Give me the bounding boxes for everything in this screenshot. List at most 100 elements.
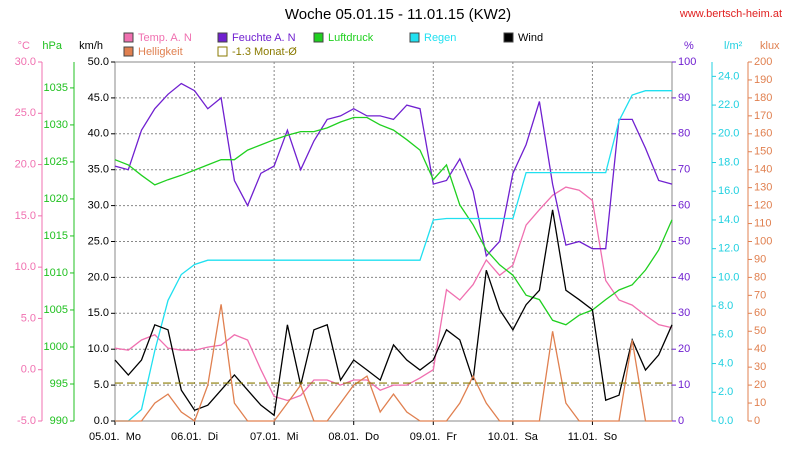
legend-swatch [217, 32, 228, 43]
y-tick-label: 4.0 [718, 357, 733, 369]
axis-unit: hPa [42, 40, 62, 52]
legend-label: -1.3 Monat-Ø [232, 46, 297, 58]
y-tick-label: 140 [754, 164, 772, 176]
x-tick-label: 07.01. Mi [250, 431, 298, 443]
x-tick-label: 06.01. Di [171, 431, 218, 443]
series-line [114, 209, 673, 417]
y-tick-label: 1035 [44, 82, 68, 94]
axis-unit: °C [18, 40, 30, 52]
y-tick-label: 0.0 [718, 415, 733, 427]
y-tick-label: 50 [754, 325, 766, 337]
legend-swatch [123, 46, 134, 57]
chart-title: Woche 05.01.15 - 11.01.15 (KW2) [285, 6, 511, 23]
y-tick-label: 20.0 [718, 128, 739, 140]
y-tick-label: 190 [754, 74, 772, 86]
y-tick-label: 1000 [44, 341, 68, 353]
y-tick-label: 8.0 [718, 300, 733, 312]
y-tick-label: 180 [754, 92, 772, 104]
axis-unit: klux [760, 40, 780, 52]
y-tick-label: 6.0 [718, 329, 733, 341]
legend-label: Helligkeit [138, 46, 183, 58]
y-tick-label: -5.0 [17, 415, 36, 427]
x-tick-label: 08.01. Do [328, 431, 379, 443]
y-tick-label: 1015 [44, 230, 68, 242]
series-line [115, 90, 672, 422]
y-tick-label: 120 [754, 200, 772, 212]
y-tick-label: 35.0 [88, 164, 109, 176]
y-tick-label: 10 [754, 397, 766, 409]
y-tick-label: 45.0 [88, 92, 109, 104]
x-tick-label: 09.01. Fr [410, 431, 457, 443]
legend-swatch [503, 32, 514, 43]
y-tick-label: 80 [678, 128, 690, 140]
y-tick-label: 50.0 [88, 56, 109, 68]
y-tick-label: 24.0 [718, 70, 739, 82]
legend-label: Wind [518, 32, 543, 44]
y-tick-label: 30 [754, 361, 766, 373]
y-tick-label: 110 [754, 217, 772, 229]
y-tick-label: 995 [50, 378, 68, 390]
y-tick-label: 1005 [44, 304, 68, 316]
y-tick-label: 0.0 [21, 364, 36, 376]
y-tick-label: 20 [678, 343, 690, 355]
y-tick-label: 30 [678, 307, 690, 319]
legend-swatch [217, 46, 228, 57]
legend-swatch [123, 32, 134, 43]
axis-unit: % [684, 40, 694, 52]
legend-label: Feuchte A. N [232, 32, 296, 44]
y-tick-label: 70 [678, 164, 690, 176]
series-line [114, 186, 673, 402]
y-tick-label: 20 [754, 379, 766, 391]
y-tick-label: 40 [754, 343, 766, 355]
y-tick-label: 50 [678, 235, 690, 247]
axis-unit: l/m² [724, 40, 743, 52]
y-tick-label: 70 [754, 289, 766, 301]
y-tick-label: 0.0 [94, 415, 109, 427]
y-tick-label: 20.0 [15, 158, 36, 170]
y-tick-label: 25.0 [15, 107, 36, 119]
y-tick-label: 2.0 [718, 386, 733, 398]
y-tick-label: 0 [678, 415, 684, 427]
y-tick-label: 10.0 [88, 343, 109, 355]
legend-swatch [409, 32, 420, 43]
y-tick-label: 40 [678, 271, 690, 283]
x-tick-label: 10.01. Sa [488, 431, 539, 443]
y-tick-label: 60 [678, 200, 690, 212]
x-tick-label: 05.01. Mo [89, 431, 141, 443]
y-tick-label: 90 [678, 92, 690, 104]
series-line [114, 116, 673, 326]
y-tick-label: 100 [754, 235, 772, 247]
y-tick-label: 30.0 [15, 56, 36, 68]
x-tick-label: 11.01. So [568, 431, 617, 443]
y-tick-label: 5.0 [21, 312, 36, 324]
y-tick-label: 150 [754, 146, 772, 158]
y-tick-label: 200 [754, 56, 772, 68]
series-line [115, 304, 672, 423]
y-tick-label: 100 [678, 56, 696, 68]
y-tick-label: 1020 [44, 193, 68, 205]
y-tick-label: 25.0 [88, 235, 109, 247]
source: www.bertsch-heim.at [679, 8, 782, 20]
legend-swatch [313, 32, 324, 43]
y-tick-label: 10 [678, 379, 690, 391]
legend-label: Luftdruck [328, 32, 374, 44]
y-tick-label: 18.0 [718, 156, 739, 168]
y-tick-label: 170 [754, 110, 772, 122]
y-tick-label: 0 [754, 415, 760, 427]
y-tick-label: 15.0 [88, 307, 109, 319]
legend-label: Temp. A. N [138, 32, 192, 44]
y-tick-label: 30.0 [88, 200, 109, 212]
y-tick-label: 80 [754, 271, 766, 283]
y-tick-label: 10.0 [718, 271, 739, 283]
y-tick-label: 5.0 [94, 379, 109, 391]
y-tick-label: 160 [754, 128, 772, 140]
y-tick-label: 1025 [44, 156, 68, 168]
axis-unit: km/h [79, 40, 103, 52]
legend-label: Regen [424, 32, 456, 44]
y-tick-label: 16.0 [718, 185, 739, 197]
y-tick-label: 130 [754, 182, 772, 194]
series-line [114, 82, 673, 258]
y-tick-label: 40.0 [88, 128, 109, 140]
y-tick-label: 1030 [44, 119, 68, 131]
